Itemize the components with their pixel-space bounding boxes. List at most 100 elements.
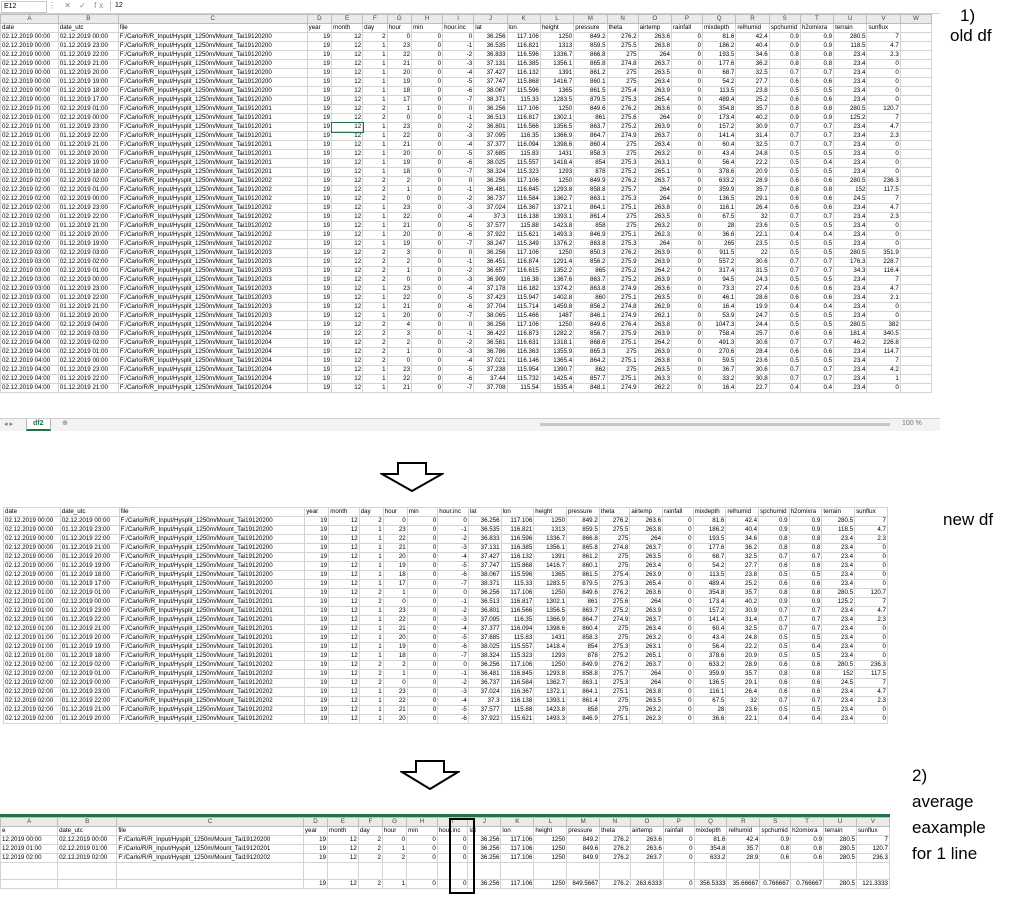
cell[interactable]: 0	[411, 68, 444, 78]
cell[interactable]: 0	[662, 552, 694, 562]
cell[interactable]: -3	[442, 131, 475, 141]
cell[interactable]: 280.5	[833, 176, 868, 186]
cell[interactable]: 12	[328, 669, 360, 679]
cell[interactable]: 37.024	[467, 687, 502, 697]
column-letter-M[interactable]: M	[573, 14, 608, 24]
cell[interactable]: 23.4	[821, 561, 856, 571]
cell[interactable]: 263.2	[637, 221, 672, 231]
cell[interactable]: 849.2	[566, 516, 600, 526]
cell[interactable]: 0.8	[758, 669, 790, 679]
cell[interactable]: 01.12.2019 21:00	[59, 705, 120, 715]
cell[interactable]: 1336.7	[539, 50, 575, 60]
cell[interactable]: 02.12.2019 02:00	[3, 669, 61, 679]
cell[interactable]: F:/Carlo/R/R_Input/Hysplit_1250m/Mount_T…	[117, 365, 308, 375]
cell[interactable]: 02.12.2019 02:00	[57, 338, 119, 348]
cell[interactable]: 275	[598, 624, 631, 634]
cell[interactable]: 0	[670, 383, 704, 393]
cell[interactable]: 37.427	[473, 68, 508, 78]
cell[interactable]	[899, 356, 933, 366]
cell[interactable]: 0	[662, 678, 694, 688]
cell[interactable]: 19	[304, 552, 330, 562]
cell[interactable]: 02.12.2019 00:00	[3, 516, 61, 526]
cell[interactable]: 878	[573, 167, 608, 177]
cell[interactable]: 0	[411, 59, 444, 69]
cell[interactable]: -3	[442, 275, 475, 285]
cell[interactable]: 0.5	[758, 642, 790, 652]
cell[interactable]: F:/Carlo/R/R_Input/Hysplit_1250m/Mount_T…	[117, 383, 308, 393]
cell[interactable]: 19	[306, 266, 333, 276]
cell[interactable]: 1	[362, 41, 388, 51]
cell[interactable]: 0	[411, 86, 444, 96]
cell[interactable]: 0	[662, 714, 694, 724]
cell[interactable]: 0	[866, 86, 901, 96]
cell[interactable]: 849.6	[566, 588, 600, 598]
cell[interactable]: 0	[662, 543, 694, 553]
cell[interactable]: 113.5	[702, 86, 737, 96]
cell[interactable]: 275.6	[606, 113, 639, 123]
cell[interactable]: 262.1	[637, 311, 672, 321]
cell[interactable]: 19	[306, 140, 333, 150]
cell[interactable]: 1	[382, 669, 408, 679]
cell[interactable]: 0	[662, 579, 694, 589]
cell[interactable]: 7	[866, 113, 901, 123]
cell[interactable]: 23.4	[821, 642, 856, 652]
average-cell[interactable]: 263.6333	[629, 879, 664, 889]
cell[interactable]: 864.1	[566, 687, 600, 697]
cell[interactable]: 354.8	[693, 844, 728, 854]
cell[interactable]: 868.6	[573, 338, 608, 348]
cell[interactable]: 81.6	[692, 516, 727, 526]
cell[interactable]: 02.12.2019 03:00	[0, 284, 59, 294]
cell[interactable]: 0	[411, 77, 444, 87]
cell[interactable]: F:/Carlo/R/R_Input/Hysplit_1250m/Mount_T…	[117, 149, 308, 159]
cell[interactable]: 263.9	[629, 606, 664, 616]
cell[interactable]: 1313	[533, 525, 568, 535]
cell[interactable]: 35.7	[725, 669, 760, 679]
cell[interactable]: 0	[670, 131, 704, 141]
cell[interactable]: -2	[442, 266, 475, 276]
cell[interactable]: 0	[411, 203, 444, 213]
cell[interactable]: 38.324	[467, 651, 502, 661]
cell[interactable]: 19	[304, 606, 330, 616]
cell[interactable]: 193.5	[702, 50, 737, 60]
cell[interactable]	[599, 862, 631, 880]
cell[interactable]: 23.4	[833, 140, 868, 150]
cell[interactable]: 12	[331, 356, 364, 366]
cell[interactable]: 1365	[533, 570, 568, 580]
cell[interactable]: 846.9	[573, 230, 608, 240]
cell[interactable]: 0	[382, 678, 408, 688]
cell[interactable]: F:/Carlo/R/R_Input/Hysplit_1250m/Mount_T…	[118, 696, 306, 706]
cell[interactable]: 01.12.2019 22:00	[57, 131, 119, 141]
cell[interactable]: 2	[357, 844, 383, 854]
cell[interactable]: 01.12.2019 19:00	[59, 561, 120, 571]
cell[interactable]: 0.8	[799, 50, 835, 60]
cell[interactable]: 02.12.2019 02:00	[3, 705, 61, 715]
cell[interactable]: 02.12.2019 03:00	[0, 311, 59, 321]
cell[interactable]: 02.12.2019 01:00	[3, 642, 61, 652]
cell[interactable]: 115.83	[506, 149, 541, 159]
cell[interactable]: 0	[662, 633, 694, 643]
cell[interactable]: 02.12.2019 04:00	[0, 365, 59, 375]
cell[interactable]: 0.7	[799, 68, 835, 78]
cell[interactable]: -4	[442, 212, 475, 222]
cell[interactable]: 860.1	[573, 77, 608, 87]
cell[interactable]: 1283.5	[539, 95, 575, 105]
cell[interactable]: 0.5	[799, 149, 835, 159]
cell[interactable]: 1	[358, 633, 384, 643]
cell[interactable]: 263.4	[637, 77, 672, 87]
cell[interactable]: 0	[406, 669, 439, 679]
cell[interactable]: 1250	[539, 104, 575, 114]
cell[interactable]: 02.12.2019 02:00	[3, 696, 61, 706]
cell[interactable]: 0	[411, 284, 444, 294]
cell[interactable]: 28.4	[735, 347, 770, 357]
cell[interactable]: 01.12.2019 22:00	[59, 534, 120, 544]
cell[interactable]: 36.422	[473, 329, 508, 339]
cell[interactable]: 264	[637, 50, 672, 60]
header-e[interactable]: e	[0, 826, 59, 836]
cell[interactable]: 0.8	[799, 59, 835, 69]
cell[interactable]: 114.7	[866, 347, 901, 357]
cell[interactable]: 117.106	[506, 32, 541, 42]
cell[interactable]: 36.801	[467, 606, 502, 616]
cell[interactable]: 37.427	[467, 552, 502, 562]
cell[interactable]: 0.7	[799, 266, 835, 276]
cell[interactable]: 0.6	[768, 77, 801, 87]
